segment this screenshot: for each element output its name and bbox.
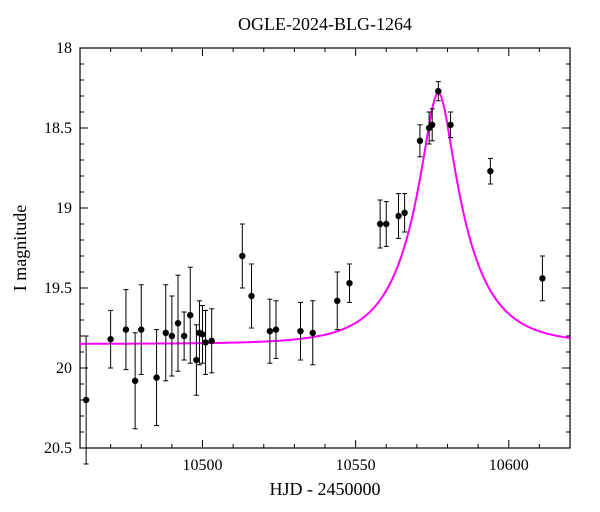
svg-text:18: 18 — [56, 40, 72, 57]
svg-text:20.5: 20.5 — [44, 440, 72, 457]
svg-text:19: 19 — [56, 200, 72, 217]
lightcurve-chart: OGLE-2024-BLG-1264 HJD - 2450000 I magni… — [0, 0, 600, 512]
plot-axes — [80, 48, 570, 448]
data-points — [83, 82, 546, 464]
tick-labels: 10500 10550 10600 18 18.5 19 19.5 20 20.5 — [44, 40, 529, 474]
x-axis-label: HJD - 2450000 — [270, 479, 381, 499]
model-curve — [80, 93, 570, 344]
y-axis-label: I magnitude — [10, 205, 30, 291]
chart-title: OGLE-2024-BLG-1264 — [238, 14, 412, 34]
svg-text:19.5: 19.5 — [44, 280, 72, 297]
svg-text:20: 20 — [56, 360, 72, 377]
svg-text:10600: 10600 — [489, 457, 529, 474]
svg-text:10550: 10550 — [336, 457, 376, 474]
svg-text:18.5: 18.5 — [44, 120, 72, 137]
svg-text:10500: 10500 — [183, 457, 223, 474]
